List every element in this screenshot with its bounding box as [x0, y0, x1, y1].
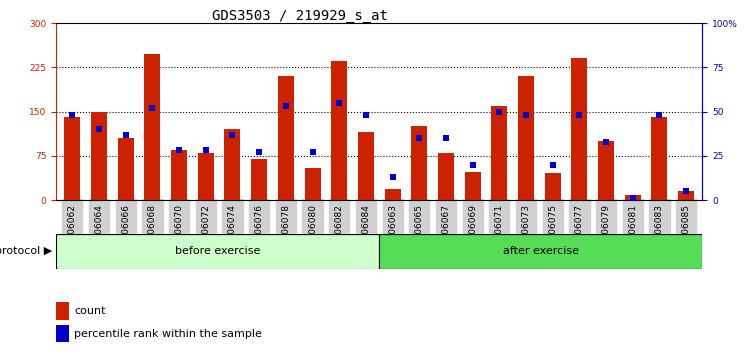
Bar [118, 138, 134, 200]
Point [520, 112, 532, 118]
Text: after exercise: after exercise [502, 246, 579, 256]
Point [387, 174, 399, 180]
Point [306, 149, 318, 155]
Point [413, 135, 425, 141]
Bar [572, 58, 587, 200]
Bar [91, 112, 107, 200]
Bar [491, 105, 508, 200]
Bar [358, 132, 374, 200]
Bar [144, 54, 161, 200]
Text: GDS3503 / 219929_s_at: GDS3503 / 219929_s_at [213, 9, 388, 23]
Bar [65, 118, 80, 200]
Bar [678, 191, 694, 200]
Point [227, 132, 239, 137]
Point [547, 162, 559, 167]
Bar [56, 302, 69, 320]
Point [93, 126, 105, 132]
Point [200, 148, 212, 153]
Point [360, 112, 372, 118]
Bar [171, 150, 187, 200]
Bar [385, 189, 400, 200]
Bar [625, 195, 641, 200]
Point [600, 139, 612, 144]
Point [627, 195, 639, 201]
Text: before exercise: before exercise [175, 246, 261, 256]
Text: count: count [74, 306, 106, 316]
Bar [56, 325, 69, 342]
Bar [412, 126, 427, 200]
Point [280, 103, 292, 109]
Bar [379, 234, 702, 269]
Point [333, 100, 345, 105]
Point [680, 188, 692, 194]
Bar [304, 167, 321, 200]
Point [66, 112, 78, 118]
Point [119, 132, 131, 137]
Bar [544, 173, 561, 200]
Bar [278, 76, 294, 200]
Point [440, 135, 452, 141]
Bar [518, 76, 534, 200]
Bar [598, 141, 614, 200]
Point [146, 105, 158, 111]
Bar [198, 153, 214, 200]
Point [574, 112, 586, 118]
Point [653, 112, 665, 118]
Bar [225, 129, 240, 200]
Bar [56, 234, 379, 269]
Text: protocol ▶: protocol ▶ [0, 246, 53, 256]
Bar [331, 61, 347, 200]
Point [493, 109, 505, 114]
Bar [651, 118, 668, 200]
Bar [465, 172, 481, 200]
Point [466, 162, 478, 167]
Text: percentile rank within the sample: percentile rank within the sample [74, 329, 262, 338]
Point [253, 149, 265, 155]
Bar [438, 153, 454, 200]
Bar [251, 159, 267, 200]
Point [173, 148, 185, 153]
